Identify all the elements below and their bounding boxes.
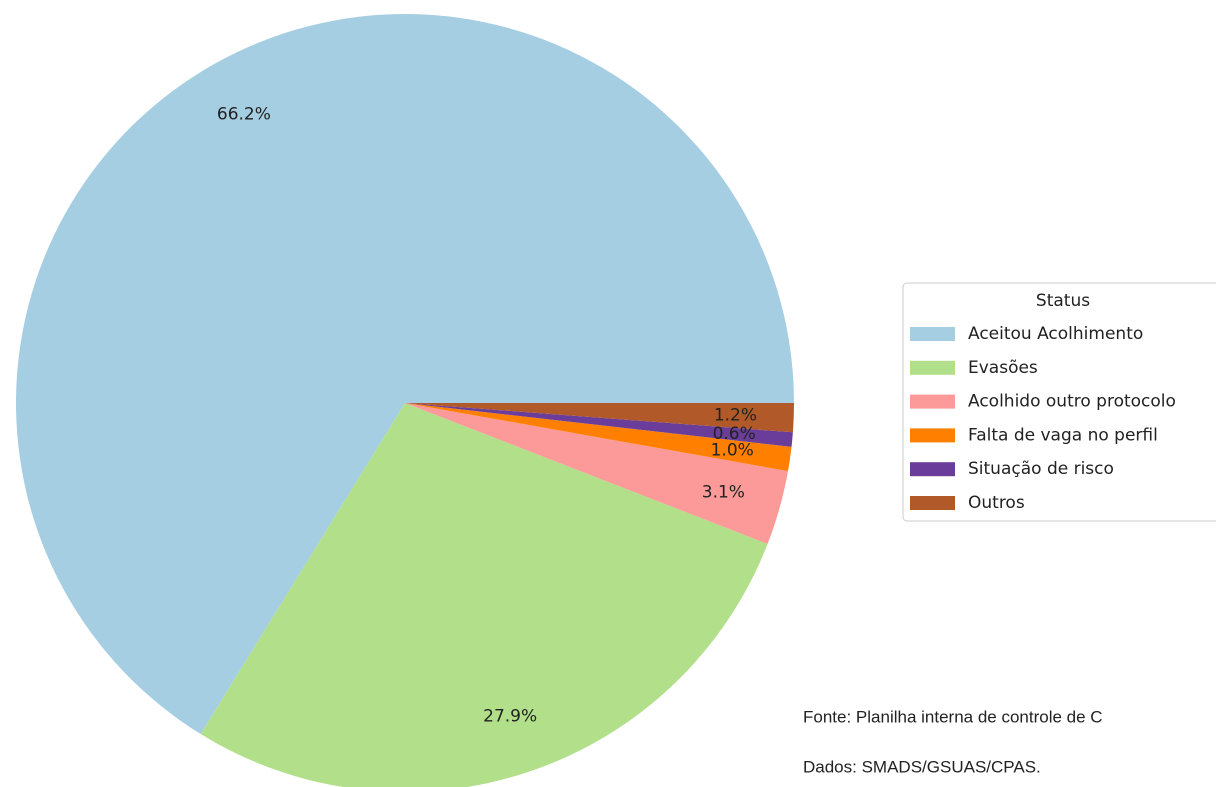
- pie-slice: [405, 403, 793, 447]
- slice-label: 1.2%: [714, 405, 757, 425]
- legend-swatch: [910, 428, 955, 443]
- legend-swatch: [910, 360, 955, 375]
- legend-swatch: [910, 496, 955, 510]
- source-note: Fonte: Planilha interna de controle de C: [803, 707, 1103, 726]
- pie-slice: [200, 403, 768, 787]
- pie-slice: [16, 13, 795, 735]
- source-note: Dados: SMADS/GSUAS/CPAS.: [803, 757, 1041, 776]
- pie-slice: [405, 403, 788, 544]
- legend-swatch: [910, 327, 955, 341]
- legend-swatch: [910, 462, 955, 477]
- pie-slice: [405, 403, 794, 433]
- slice-label: 66.2%: [217, 104, 271, 124]
- legend-label: Aceitou Acolhimento: [968, 324, 1143, 344]
- slice-label: 3.1%: [702, 482, 745, 502]
- pie: [16, 13, 795, 787]
- legend-label: Outros: [968, 493, 1025, 513]
- pie-slice: [405, 403, 792, 472]
- legend-label: Falta de vaga no perfil: [968, 425, 1158, 445]
- slice-label: 27.9%: [483, 706, 537, 726]
- legend-label: Acolhido outro protocolo: [968, 392, 1176, 412]
- legend-title: Status: [1036, 291, 1090, 311]
- slice-label: 0.6%: [713, 424, 756, 444]
- legend-swatch: [910, 394, 955, 409]
- slice-label: 1.0%: [711, 441, 754, 461]
- legend-label: Evasões: [968, 358, 1038, 378]
- legend-label: Situação de risco: [968, 459, 1114, 479]
- legend-box: [902, 282, 1216, 522]
